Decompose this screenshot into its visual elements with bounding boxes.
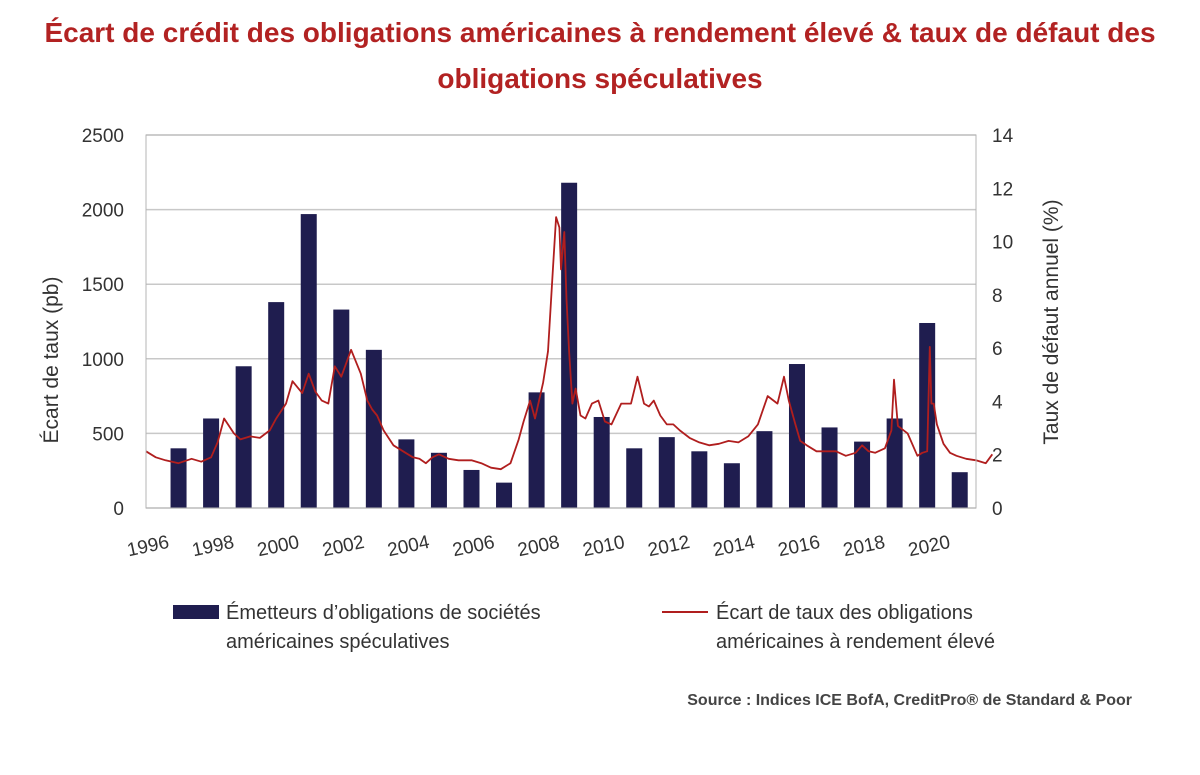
x-tick-label: 2000 xyxy=(255,532,301,561)
y-tick-label: 2000 xyxy=(82,201,124,222)
x-tick-label: 1996 xyxy=(125,532,171,561)
x-tick-label: 2018 xyxy=(841,532,887,561)
y2-tick-label: 14 xyxy=(992,126,1014,147)
plot-frame xyxy=(145,134,977,509)
bar xyxy=(723,463,740,508)
bar xyxy=(333,309,350,508)
legend-bar-label-line1: Émetteurs d’obligations de sociétés xyxy=(226,601,541,624)
bar xyxy=(919,322,936,508)
source-note: Source : Indices ICE BofA, CreditPro® de… xyxy=(687,692,1132,709)
x-tick-label: 2004 xyxy=(386,532,432,561)
bar xyxy=(203,418,220,508)
y2-axis-title: Taux de défaut annuel (%) xyxy=(1040,199,1063,444)
x-tick-label: 2008 xyxy=(516,532,562,561)
x-axis-ticks: 1996 1998 2000 2002 2004 2006 2008 2010 2012 2014… xyxy=(125,532,952,561)
legend-bar-swatch xyxy=(173,605,219,619)
x-tick-label: 2010 xyxy=(581,532,627,561)
y-tick-label: 1500 xyxy=(82,275,124,296)
y-tick-label: 500 xyxy=(92,424,124,445)
bar xyxy=(691,451,708,508)
right-axis-ticks: 0 2 4 6 8 10 12 14 xyxy=(992,126,1014,520)
x-tick-label: 2012 xyxy=(646,532,692,561)
y2-tick-label: 8 xyxy=(992,286,1003,307)
y2-tick-label: 6 xyxy=(992,339,1003,360)
y-tick-label: 1000 xyxy=(82,350,124,371)
bar xyxy=(626,448,643,508)
bar xyxy=(170,448,187,508)
bar xyxy=(821,427,838,508)
y2-tick-label: 4 xyxy=(992,392,1003,413)
left-axis-ticks: 0 500 1000 1500 2000 2500 xyxy=(82,126,124,520)
x-tick-label: 2002 xyxy=(321,532,367,561)
bar xyxy=(886,418,903,508)
bar xyxy=(463,469,480,508)
x-tick-label: 2016 xyxy=(776,532,822,561)
y2-tick-label: 10 xyxy=(992,233,1013,254)
bar xyxy=(788,364,805,508)
bar xyxy=(528,392,545,508)
bar xyxy=(658,437,675,508)
bar xyxy=(268,302,285,508)
bar xyxy=(496,482,513,508)
y2-tick-label: 0 xyxy=(992,499,1003,520)
bar xyxy=(365,349,382,508)
bar xyxy=(593,416,610,508)
y2-tick-label: 12 xyxy=(992,179,1013,200)
legend: Émetteurs d’obligations de sociétés amér… xyxy=(173,601,995,653)
x-tick-label: 2006 xyxy=(451,532,497,561)
bar xyxy=(756,431,773,508)
legend-line-label-line2: américaines à rendement élevé xyxy=(716,631,995,653)
legend-line-label-line1: Écart de taux des obligations xyxy=(716,601,973,624)
x-tick-label: 1998 xyxy=(190,532,236,561)
legend-bar-label-line2: américaines spéculatives xyxy=(226,631,449,653)
y-tick-label: 0 xyxy=(113,499,124,520)
spread-line xyxy=(145,216,994,471)
y-tick-label: 2500 xyxy=(82,126,124,147)
x-tick-label: 2014 xyxy=(711,532,757,561)
chart-title: Écart de crédit des obligations américai… xyxy=(44,17,1156,94)
y-axis-title: Écart de taux (pb) xyxy=(40,277,63,444)
x-tick-label: 2020 xyxy=(906,532,952,561)
bar xyxy=(235,366,252,508)
bar xyxy=(430,452,447,508)
bar xyxy=(951,472,968,508)
line-series xyxy=(145,216,994,471)
y2-tick-label: 2 xyxy=(992,446,1003,467)
bar xyxy=(300,214,317,509)
bar xyxy=(854,441,871,508)
